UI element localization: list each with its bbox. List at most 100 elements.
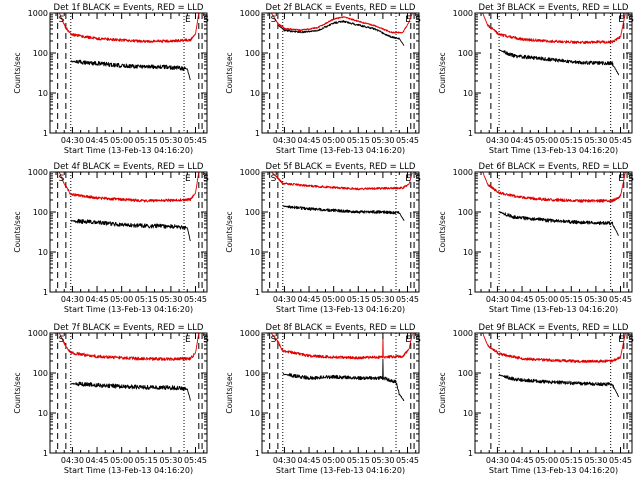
y-tick-label: 1000 — [28, 9, 48, 18]
x-axis-label: Start Time (13-Feb-13 04:16:20) — [276, 305, 405, 314]
marker-letters: SE — [618, 15, 634, 25]
plot-frame — [474, 12, 633, 134]
x-tick-label: 04:30 — [273, 136, 296, 145]
start-marker-label: S — [59, 174, 65, 184]
chart-panel-det-5: Det 5f BLACK = Events, RED = LLD 1 10 100 10… — [225, 162, 421, 314]
chart-panel-det-3: Det 3f BLACK = Events, RED = LLD 1 10 100 10… — [438, 3, 634, 155]
x-axis: 04:30 04:45 05:00 05:15 05:30 05:45 — [480, 172, 632, 304]
y-tick-label: 100 — [458, 49, 473, 58]
x-tick-label: 04:30 — [61, 136, 84, 145]
x-tick-label: 05:00 — [535, 456, 558, 465]
start-marker-label: S — [59, 15, 65, 25]
x-tick-label: 05:30 — [584, 295, 607, 304]
reference-lines — [57, 172, 203, 292]
chart-title: Det 9f BLACK = Events, RED = LLD — [479, 323, 629, 333]
x-axis: 04:30 04:45 05:00 05:15 05:30 05:45 — [267, 172, 419, 304]
y-tick-label: 1000 — [240, 9, 260, 18]
y-tick-label: 1 — [43, 288, 48, 297]
series-line-events — [498, 374, 620, 398]
plot-frame — [474, 332, 633, 454]
x-tick-label: 05:45 — [396, 295, 419, 304]
reference-lines — [269, 333, 415, 453]
end-marker-label: E — [405, 174, 411, 184]
y-tick-label: 1 — [255, 288, 260, 297]
x-tick-label: 05:30 — [371, 456, 394, 465]
x-tick-label: 04:30 — [486, 295, 509, 304]
end-marker-label: E — [618, 174, 624, 184]
y-axis: 1 10 100 1000 — [28, 168, 207, 297]
y-tick-label: 10 — [250, 89, 260, 98]
start-marker-label: S — [203, 335, 209, 345]
y-tick-label: 1 — [43, 449, 48, 458]
y-axis-label: Counts/sec — [13, 372, 22, 413]
series-group — [270, 172, 413, 222]
y-tick-label: 1 — [255, 129, 260, 138]
chart-title: Det 1f BLACK = Events, RED = LLD — [54, 3, 204, 13]
x-tick-label: 05:15 — [560, 136, 583, 145]
x-tick-label: 05:30 — [584, 136, 607, 145]
x-axis-label: Start Time (13-Feb-13 04:16:20) — [64, 146, 193, 155]
series-line-lld — [270, 13, 413, 34]
x-tick-label: 05:15 — [347, 295, 370, 304]
series-line-events — [277, 20, 405, 46]
y-axis: 1 10 100 1000 — [453, 9, 632, 138]
series-group — [270, 333, 413, 401]
chart-panel-det-1: Det 1f BLACK = Events, RED = LLD 1 10 100 10… — [13, 3, 209, 155]
y-axis-label: Counts/sec — [438, 211, 447, 252]
y-tick-label: 1 — [43, 129, 48, 138]
x-tick-label: 04:30 — [486, 456, 509, 465]
series-line-events — [70, 381, 191, 401]
x-axis-label: Start Time (13-Feb-13 04:16:20) — [276, 466, 405, 475]
end-marker-label: E — [618, 15, 624, 25]
x-tick-label: 05:30 — [584, 456, 607, 465]
x-axis: 04:30 04:45 05:00 05:15 05:30 05:45 — [267, 13, 419, 145]
x-tick-label: 05:30 — [371, 295, 394, 304]
y-tick-label: 1 — [255, 449, 260, 458]
x-tick-label: 05:00 — [535, 295, 558, 304]
x-tick-label: 05:00 — [322, 456, 345, 465]
x-tick-label: 05:45 — [609, 456, 632, 465]
x-tick-label: 05:30 — [159, 456, 182, 465]
plot-frame — [261, 12, 420, 134]
marker-letters: S SE — [271, 335, 421, 345]
x-tick-label: 05:45 — [184, 295, 207, 304]
series-line-lld — [482, 172, 626, 203]
y-tick-label: 100 — [33, 49, 48, 58]
y-axis-label: Counts/sec — [438, 52, 447, 93]
reference-lines — [490, 13, 628, 133]
y-tick-label: 1000 — [453, 329, 473, 338]
reference-lines — [269, 13, 415, 133]
series-line-lld — [58, 333, 200, 361]
start-marker-label: S — [203, 15, 209, 25]
x-axis: 04:30 04:45 05:00 05:15 05:30 05:45 — [480, 333, 632, 465]
y-tick-label: 1 — [468, 288, 473, 297]
series-group — [58, 13, 200, 81]
chart-title: Det 2f BLACK = Events, RED = LLD — [266, 3, 416, 13]
x-tick-label: 04:45 — [511, 136, 534, 145]
start-marker-label: S — [59, 335, 65, 345]
end-marker-label: E — [185, 15, 191, 25]
x-axis: 04:30 04:45 05:00 05:15 05:30 05:45 — [55, 333, 207, 465]
marker-letters: SE — [618, 174, 634, 184]
x-axis-label: Start Time (13-Feb-13 04:16:20) — [64, 466, 193, 475]
plot-frame — [261, 171, 420, 293]
y-tick-label: 100 — [33, 369, 48, 378]
series-line-lld — [58, 13, 200, 44]
plot-frame — [474, 171, 633, 293]
reference-lines — [269, 172, 415, 292]
series-line-events — [498, 211, 619, 236]
x-axis: 04:30 04:45 05:00 05:15 05:30 05:45 — [480, 13, 632, 145]
series-line-events — [282, 205, 405, 222]
y-tick-label: 100 — [33, 208, 48, 217]
x-axis: 04:30 04:45 05:00 05:15 05:30 05:45 — [55, 13, 207, 145]
x-tick-label: 04:45 — [86, 136, 109, 145]
x-tick-label: 05:30 — [159, 136, 182, 145]
series-line-events — [498, 49, 620, 76]
y-axis: 1 10 100 1000 — [28, 9, 207, 138]
chart-title: Det 3f BLACK = Events, RED = LLD — [479, 3, 629, 13]
x-tick-label: 04:30 — [486, 136, 509, 145]
x-axis-label: Start Time (13-Feb-13 04:16:20) — [489, 305, 618, 314]
y-tick-label: 1 — [468, 449, 473, 458]
y-tick-label: 100 — [245, 208, 260, 217]
